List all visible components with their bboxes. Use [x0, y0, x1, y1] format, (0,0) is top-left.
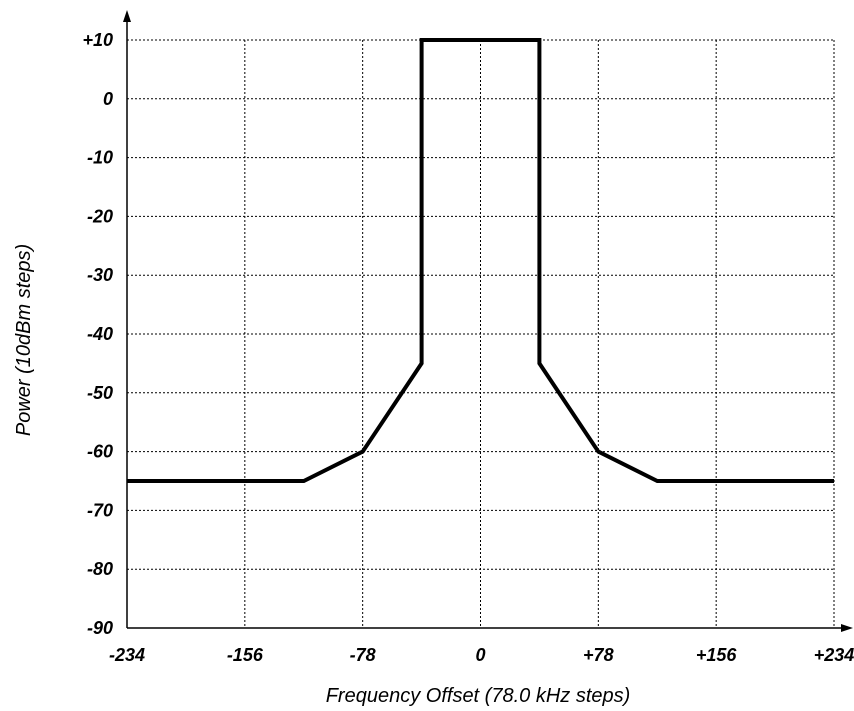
- x-axis-arrow-icon: [841, 624, 853, 632]
- series-point: [597, 451, 599, 453]
- y-tick-label: -10: [87, 148, 113, 168]
- series-point: [538, 362, 540, 364]
- x-tick-label: -78: [350, 645, 376, 665]
- grid-lines: [127, 39, 835, 628]
- x-tick-label: +156: [696, 645, 738, 665]
- x-tick-label: -156: [227, 645, 264, 665]
- y-axis-arrow-icon: [123, 10, 131, 22]
- x-tick-label: +78: [583, 645, 614, 665]
- series-point: [126, 480, 128, 482]
- y-tick-label: -20: [87, 206, 113, 226]
- y-axis-title: Power (10dBm steps): [13, 244, 35, 436]
- y-tick-labels: +10 0 -10 -20 -30 -40 -50 -60 -70 -80 -90: [82, 30, 113, 638]
- series-point: [656, 480, 658, 482]
- y-tick-label: -70: [87, 500, 113, 520]
- axes: [123, 10, 853, 632]
- series-line: [127, 38, 834, 483]
- y-tick-label: -40: [87, 324, 113, 344]
- series-point: [421, 39, 423, 41]
- series-layer: [126, 38, 835, 483]
- x-tick-label: -234: [109, 645, 145, 665]
- series-point: [421, 362, 423, 364]
- series-point: [833, 480, 835, 482]
- x-tick-labels: -234 -156 -78 0 +78 +156 +234: [109, 645, 854, 665]
- y-tick-label: -90: [87, 618, 113, 638]
- x-axis-title: Frequency Offset (78.0 kHz steps): [326, 685, 631, 707]
- y-tick-label: -50: [87, 383, 113, 403]
- series-point: [362, 451, 364, 453]
- x-tick-label: 0: [475, 645, 485, 665]
- y-tick-label: -60: [87, 442, 113, 462]
- series-point: [538, 39, 540, 41]
- y-tick-label: 0: [103, 89, 113, 109]
- y-tick-label: -80: [87, 559, 113, 579]
- x-tick-label: +234: [814, 645, 854, 665]
- y-tick-label: -30: [87, 265, 113, 285]
- series-point: [303, 480, 305, 482]
- y-tick-label: +10: [82, 30, 113, 50]
